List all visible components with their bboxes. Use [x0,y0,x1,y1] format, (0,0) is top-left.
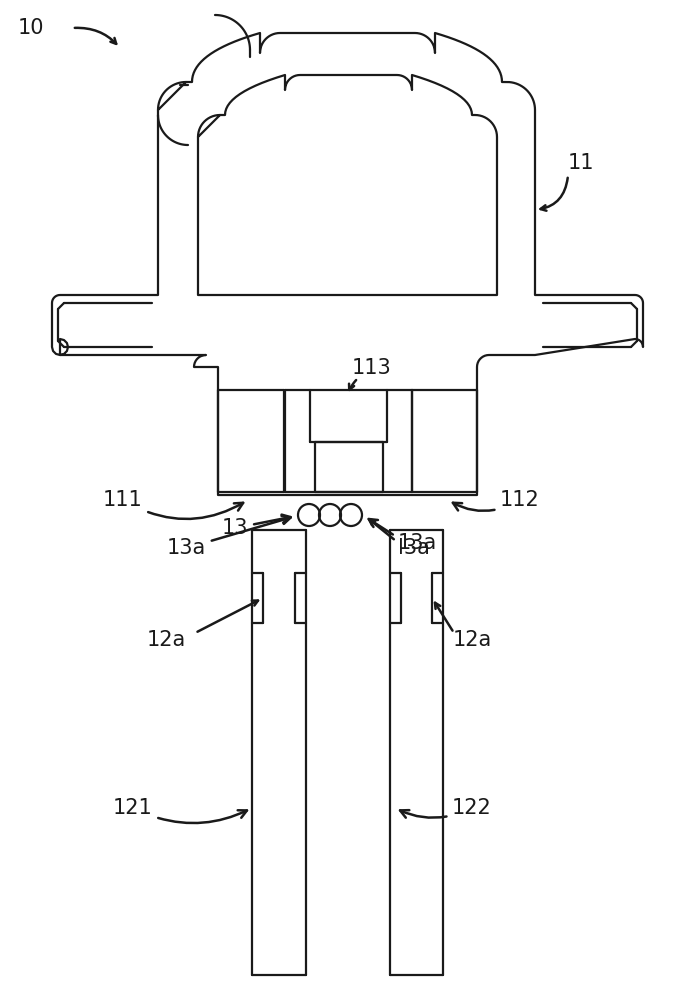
Text: 10: 10 [18,18,44,38]
Text: 113: 113 [352,358,392,378]
Text: 12a: 12a [453,630,492,650]
Text: l3a: l3a [369,519,430,558]
Text: 111: 111 [103,490,243,519]
Text: 13a: 13a [167,516,290,558]
Text: 12a: 12a [147,630,186,650]
Text: 13: 13 [222,515,290,538]
Text: 121: 121 [113,798,247,823]
Text: 112: 112 [453,490,540,511]
Text: 13a: 13a [398,533,437,553]
Text: 122: 122 [400,798,492,818]
Text: 11: 11 [568,153,595,173]
